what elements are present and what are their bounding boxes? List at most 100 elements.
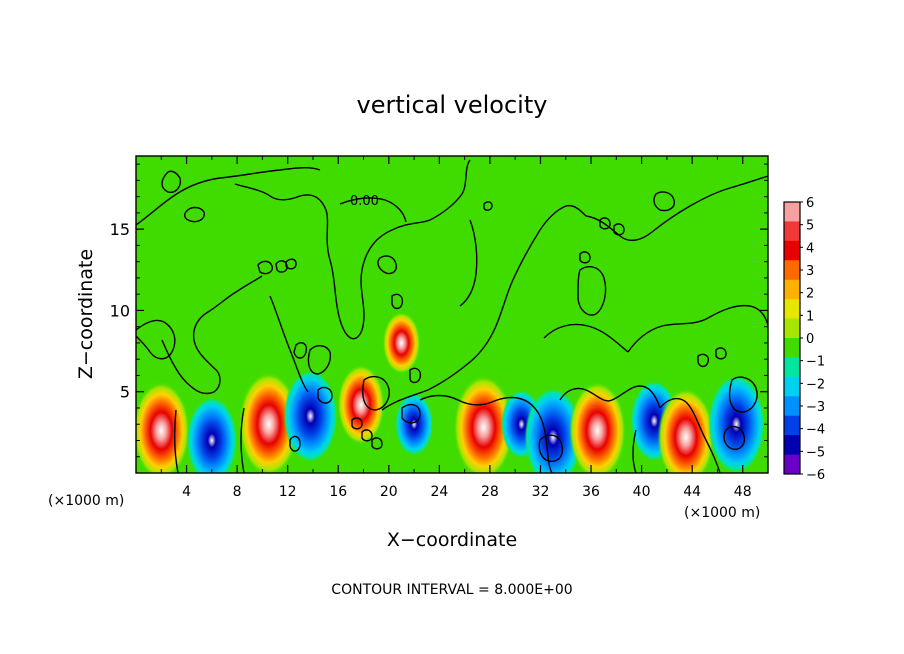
contour-line <box>257 260 273 275</box>
updraft-cell <box>568 381 626 473</box>
colorbar-label: 5 <box>806 219 814 234</box>
x-tick-label: 16 <box>329 484 347 500</box>
colorbar-swatch <box>784 435 800 456</box>
colorbar-label: −3 <box>806 400 825 415</box>
contour-line <box>599 217 611 230</box>
y-tick-label: 5 <box>120 383 130 402</box>
contour-line <box>234 159 471 340</box>
colorbar: 6 5 4 3 2 1 0 −1 −2 −3 −4 −5 −6 <box>783 196 825 483</box>
contour-line <box>161 170 182 193</box>
x-tick-label: 40 <box>633 484 651 500</box>
colorbar-swatch <box>784 376 800 397</box>
velocity-field <box>136 311 765 473</box>
updraft-cell <box>337 364 385 445</box>
x-tick-label: 4 <box>182 484 191 500</box>
colorbar-swatch <box>784 415 800 436</box>
downdraft-cell <box>283 370 338 463</box>
contour-line <box>391 293 404 310</box>
contour-line <box>715 347 727 360</box>
colorbar-label: −1 <box>806 355 825 370</box>
contour-line <box>728 376 758 413</box>
colorbar-swatch <box>784 202 800 222</box>
contour-line <box>653 191 675 212</box>
colorbar-label: −4 <box>806 423 825 438</box>
y-tick-label: 10 <box>110 301 130 320</box>
colorbar-label: −5 <box>806 445 825 460</box>
contour-line <box>136 167 321 226</box>
colorbar-label: 1 <box>806 309 814 324</box>
contour-line <box>240 407 245 473</box>
contour-line <box>697 353 710 368</box>
contour-line <box>409 367 422 384</box>
x-axis-label: X−coordinate <box>387 529 517 551</box>
contour-line <box>275 260 288 273</box>
contour-line <box>317 386 333 404</box>
contour-line <box>371 437 383 450</box>
y-axis-label: Z−coordinate <box>75 249 97 379</box>
contour-line <box>579 251 591 264</box>
x-tick-label: 36 <box>582 484 600 500</box>
colorbar-label: 3 <box>806 264 814 279</box>
contour-line <box>269 295 309 393</box>
contour-line <box>723 425 745 450</box>
y-axis: 5 10 15 <box>110 163 768 458</box>
colorbar-label: 2 <box>806 287 814 302</box>
contour-line <box>377 255 398 275</box>
contour-line <box>183 206 205 223</box>
downdraft-cell <box>524 388 582 473</box>
contour-line <box>136 319 176 360</box>
contour-line <box>401 403 421 424</box>
contour-line <box>307 345 332 375</box>
colorbar-swatch <box>784 240 800 261</box>
x-tick-label: 24 <box>430 484 448 500</box>
x-tick-label: 28 <box>481 484 499 500</box>
updraft-cell <box>136 381 190 473</box>
contour-line <box>659 397 721 473</box>
updraft-cell <box>657 388 715 473</box>
y-tick-label: 15 <box>110 220 130 239</box>
contour-line <box>361 429 373 442</box>
contour-line <box>289 435 301 452</box>
contour-line <box>285 258 297 270</box>
contour-line <box>459 219 478 307</box>
chart-title: vertical velocity <box>357 91 548 119</box>
contour-line <box>362 375 390 411</box>
colorbar-label: −2 <box>806 377 825 392</box>
contour-line <box>339 197 407 223</box>
contour-line <box>419 394 553 473</box>
contour-line <box>483 201 493 211</box>
contour-label: 0.00 <box>350 194 379 209</box>
x-axis: 4 8 12 16 20 24 28 32 36 40 44 48 <box>160 156 752 500</box>
colorbar-label: −6 <box>806 468 825 483</box>
contour-line <box>585 175 768 242</box>
x-tick-label: 48 <box>734 484 752 500</box>
contour-line <box>543 323 629 353</box>
contour-interval-footer: CONTOUR INTERVAL = 8.000E+00 <box>331 582 572 598</box>
colorbar-swatch <box>784 279 800 300</box>
updraft-cell <box>238 372 299 473</box>
colorbar-swatch <box>784 454 800 475</box>
x-tick-label: 32 <box>532 484 550 500</box>
x-tick-label: 20 <box>380 484 398 500</box>
contour-line <box>538 434 563 462</box>
x-tick-label: 8 <box>233 484 242 500</box>
contour-line <box>173 409 179 473</box>
contour-line <box>381 204 587 411</box>
colorbar-label: 0 <box>806 332 814 347</box>
colorbar-swatch <box>784 318 800 339</box>
contour-line <box>293 342 308 359</box>
x-tick-label: 12 <box>279 484 297 500</box>
colorbar-swatch <box>784 357 800 378</box>
colorbar-swatch <box>784 338 800 358</box>
colorbar-swatch <box>784 260 800 281</box>
contour-line <box>613 223 625 236</box>
contour-line <box>577 266 607 316</box>
contour-line <box>351 417 363 430</box>
x-unit-left: (×1000 m) <box>48 493 124 509</box>
colorbar-label: 6 <box>806 196 814 211</box>
contour-line <box>161 275 263 395</box>
downdraft-cell <box>395 393 433 456</box>
colorbar-swatch <box>784 221 800 242</box>
downdraft-cell <box>186 397 238 473</box>
